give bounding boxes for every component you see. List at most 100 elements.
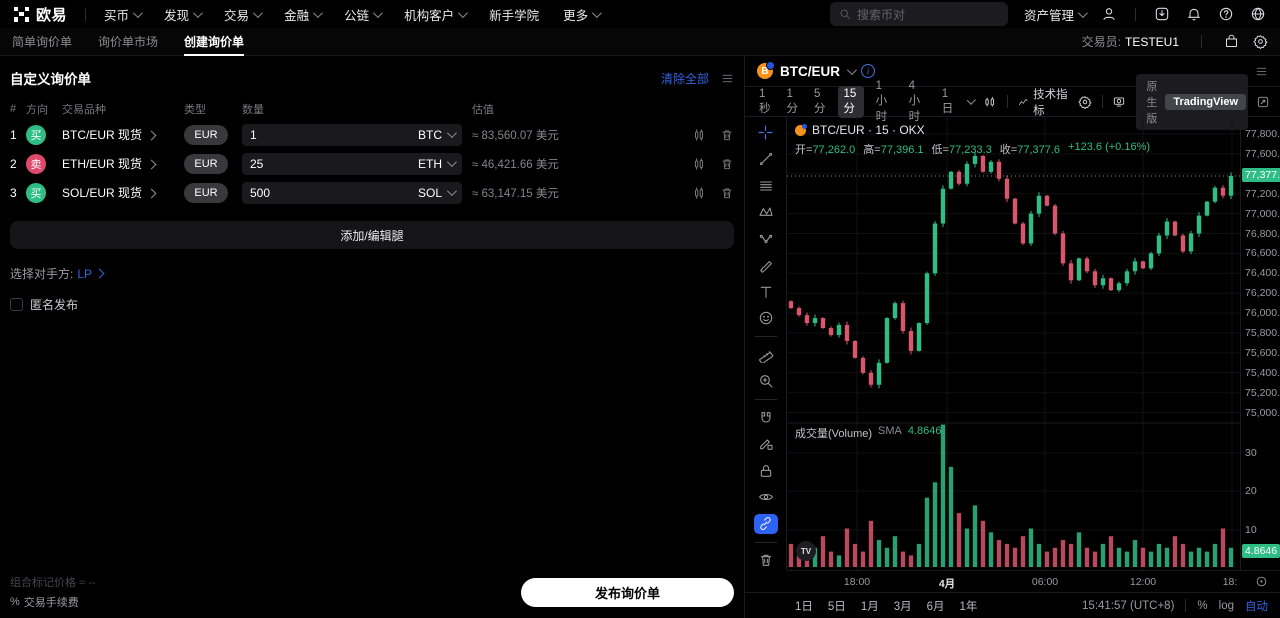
panel-toggle-icon[interactable] <box>721 72 734 85</box>
ruler-tool-icon[interactable] <box>754 345 778 365</box>
nav-item-新手学院[interactable]: 新手学院 <box>489 5 539 24</box>
symbol-name[interactable]: BTC/EUR <box>780 63 840 79</box>
percent-scale-button[interactable]: % <box>1197 599 1208 612</box>
anonymous-checkbox[interactable] <box>10 298 23 311</box>
remove-drawings-trash-icon[interactable] <box>754 550 778 570</box>
amount-input[interactable]: 25 ETH <box>242 152 462 175</box>
help-icon[interactable] <box>1218 6 1234 22</box>
counterparty-link[interactable]: LP <box>77 266 93 281</box>
view-chart-icon[interactable] <box>692 186 706 200</box>
range-3月[interactable]: 3月 <box>893 600 912 613</box>
type-pill-button[interactable]: EUR <box>184 182 228 203</box>
trendline-tool-icon[interactable] <box>754 150 778 170</box>
timeframe-1分[interactable]: 1分 <box>786 87 799 115</box>
profile-icon[interactable] <box>1101 6 1117 22</box>
nav-item-买币[interactable]: 买币 <box>104 5 143 24</box>
nav-item-机构客户[interactable]: 机构客户 <box>404 5 468 24</box>
divider <box>1135 7 1136 21</box>
currency-select[interactable]: ETH <box>418 157 457 171</box>
tab-简单询价单[interactable]: 简单询价单 <box>12 35 73 49</box>
currency-select[interactable]: BTC <box>418 128 457 142</box>
nav-item-更多[interactable]: 更多 <box>563 5 603 24</box>
indicators-button[interactable]: 技术指标 <box>1018 86 1068 118</box>
tab-询价单市场[interactable]: 询价单市场 <box>98 35 159 49</box>
delete-leg-trash-icon[interactable] <box>720 157 734 171</box>
timeframe-15分[interactable]: 15分 <box>837 85 864 118</box>
tradingview-mode-tab[interactable]: TradingView <box>1165 93 1246 110</box>
chevron-down-icon[interactable] <box>966 95 976 105</box>
notifications-icon[interactable] <box>1186 6 1202 22</box>
amount-input[interactable]: 1 BTC <box>242 123 462 146</box>
range-1年[interactable]: 1年 <box>959 600 978 613</box>
view-chart-icon[interactable] <box>692 157 706 171</box>
chart-canvas[interactable]: BTC/EUR · 15 · OKX 开=77,262.0 高=77,396.1 低… <box>787 117 1240 570</box>
tab-创建询价单[interactable]: 创建询价单 <box>184 28 245 56</box>
add-edit-leg-button[interactable]: 添加/编辑腿 <box>10 221 734 249</box>
drawing-mode-tool-icon[interactable] <box>754 434 778 454</box>
range-5日[interactable]: 5日 <box>827 600 846 613</box>
range-1日[interactable]: 1日 <box>795 600 813 613</box>
settings-gear-icon[interactable] <box>1253 34 1268 49</box>
native-mode-tab[interactable]: 原生版 <box>1146 80 1158 125</box>
auto-scale-button[interactable]: 自动 <box>1245 600 1268 613</box>
chart-type-icon[interactable] <box>983 95 997 109</box>
chart-settings-gear-icon[interactable] <box>1078 95 1092 109</box>
crosshair-tool-icon[interactable] <box>754 123 778 143</box>
language-globe-icon[interactable] <box>1250 6 1266 22</box>
brush-tool-icon[interactable] <box>754 256 778 276</box>
okx-logo[interactable]: 欧易 <box>14 4 67 25</box>
xabcd-pattern-tool-icon[interactable] <box>754 203 778 223</box>
percent-icon: % <box>10 596 20 608</box>
pair-selector[interactable]: SOL/EUR 现货 <box>62 184 184 201</box>
nav-item-金融[interactable]: 金融 <box>284 5 323 24</box>
tradingview-logo[interactable]: TV <box>796 541 816 561</box>
type-pill-button[interactable]: EUR <box>184 124 228 145</box>
currency-select[interactable]: SOL <box>418 186 457 200</box>
hide-drawings-eye-icon[interactable] <box>754 488 778 508</box>
time-axis-label: 18:00 <box>843 576 871 588</box>
range-1月[interactable]: 1月 <box>860 600 879 613</box>
info-icon[interactable]: i <box>861 64 875 78</box>
timeframe-1小时[interactable]: 1小时 <box>875 79 888 123</box>
pair-selector[interactable]: ETH/EUR 现货 <box>62 155 184 172</box>
download-icon[interactable] <box>1154 6 1170 22</box>
zoom-in-tool-icon[interactable] <box>754 372 778 392</box>
assets-menu[interactable]: 资产管理 <box>1024 5 1088 24</box>
amount-input[interactable]: 500 SOL <box>242 181 462 204</box>
search-input[interactable]: 搜索币对 <box>829 2 1008 26</box>
lock-tool-icon[interactable] <box>754 461 778 481</box>
view-chart-icon[interactable] <box>692 128 706 142</box>
nav-item-交易[interactable]: 交易 <box>224 5 263 24</box>
text-tool-icon[interactable] <box>754 282 778 302</box>
chevron-down-icon <box>592 7 603 18</box>
timeframe-1日[interactable]: 1日 <box>941 87 954 115</box>
promo-icon[interactable] <box>1224 34 1239 49</box>
time-axis[interactable]: 18:00 4月 06:00 12:00 18: <box>787 570 1280 592</box>
magnet-tool-icon[interactable] <box>754 408 778 428</box>
timeframe-1秒[interactable]: 1秒 <box>759 87 771 115</box>
type-pill-button[interactable]: EUR <box>184 153 228 174</box>
range-6月[interactable]: 6月 <box>926 600 945 613</box>
nav-item-公链[interactable]: 公链 <box>344 5 383 24</box>
timeframe-5分[interactable]: 5分 <box>814 87 826 115</box>
log-scale-button[interactable]: log <box>1218 599 1234 612</box>
prediction-tool-icon[interactable] <box>754 229 778 249</box>
publish-rfq-button[interactable]: 发布询价单 <box>521 578 734 607</box>
sync-drawings-link-icon[interactable] <box>753 514 778 534</box>
price-axis[interactable]: 77,800.077,600.077,400.077,200.077,000.0… <box>1240 117 1280 570</box>
timeframe-4小时[interactable]: 4小时 <box>908 79 921 123</box>
chevron-down-icon[interactable] <box>846 64 857 75</box>
nav-item-label: 发现 <box>164 8 190 23</box>
panel-toggle-icon[interactable] <box>1255 65 1268 78</box>
fib-lines-tool-icon[interactable] <box>754 176 778 196</box>
delete-leg-trash-icon[interactable] <box>720 128 734 142</box>
fullscreen-icon[interactable] <box>1256 95 1270 109</box>
nav-item-发现[interactable]: 发现 <box>164 5 203 24</box>
delete-leg-trash-icon[interactable] <box>720 186 734 200</box>
valuation-label: ≈ 83,560.07 美元 <box>472 129 559 142</box>
emoji-tool-icon[interactable] <box>754 309 778 329</box>
scroll-to-realtime-icon[interactable] <box>1255 575 1268 588</box>
clear-all-button[interactable]: 清除全部 <box>660 71 709 86</box>
snapshot-camera-icon[interactable] <box>1112 95 1126 109</box>
pair-selector[interactable]: BTC/EUR 现货 <box>62 126 184 143</box>
